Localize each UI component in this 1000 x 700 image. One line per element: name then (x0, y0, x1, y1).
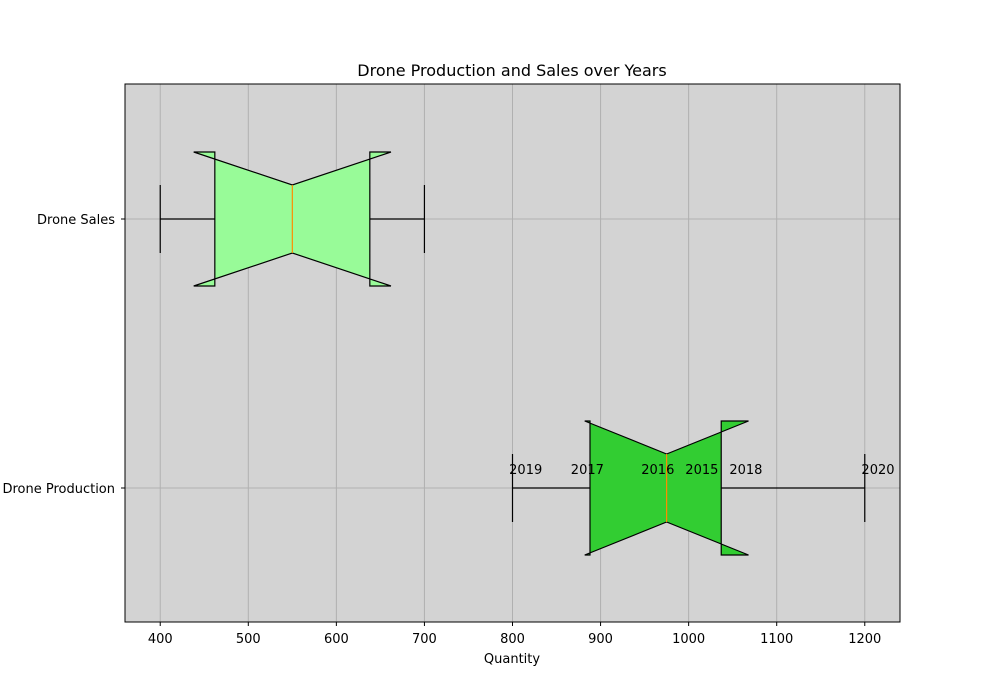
x-axis-label: Quantity (484, 652, 540, 667)
annotations: 2019 2017 2016 2015 2018 2020 (509, 463, 894, 478)
chart-title: Drone Production and Sales over Years (357, 61, 666, 80)
year-annotation: 2019 (509, 463, 542, 478)
y-tick-label: Drone Sales (37, 213, 115, 228)
year-annotation: 2017 (571, 463, 604, 478)
x-tick-label: 900 (588, 632, 613, 647)
x-tick-label: 400 (148, 632, 173, 647)
year-annotation: 2018 (729, 463, 762, 478)
x-tick-label: 500 (236, 632, 261, 647)
box-drone-sales (159, 151, 426, 287)
boxes (159, 151, 866, 556)
x-tick-label: 1200 (848, 632, 881, 647)
y-tick-label: Drone Production (2, 482, 115, 497)
x-tick-label: 600 (324, 632, 349, 647)
box-drone-production (511, 420, 866, 556)
x-tick-label: 800 (500, 632, 525, 647)
year-annotation: 2016 (641, 463, 674, 478)
x-axis: 400 500 600 700 800 900 1000 1100 1200 (148, 622, 881, 647)
year-annotation: 2015 (685, 463, 718, 478)
x-tick-label: 700 (412, 632, 437, 647)
year-annotation: 2020 (861, 463, 894, 478)
x-tick-label: 1000 (672, 632, 705, 647)
y-axis: Drone Sales Drone Production (2, 213, 125, 497)
x-tick-label: 1100 (760, 632, 793, 647)
